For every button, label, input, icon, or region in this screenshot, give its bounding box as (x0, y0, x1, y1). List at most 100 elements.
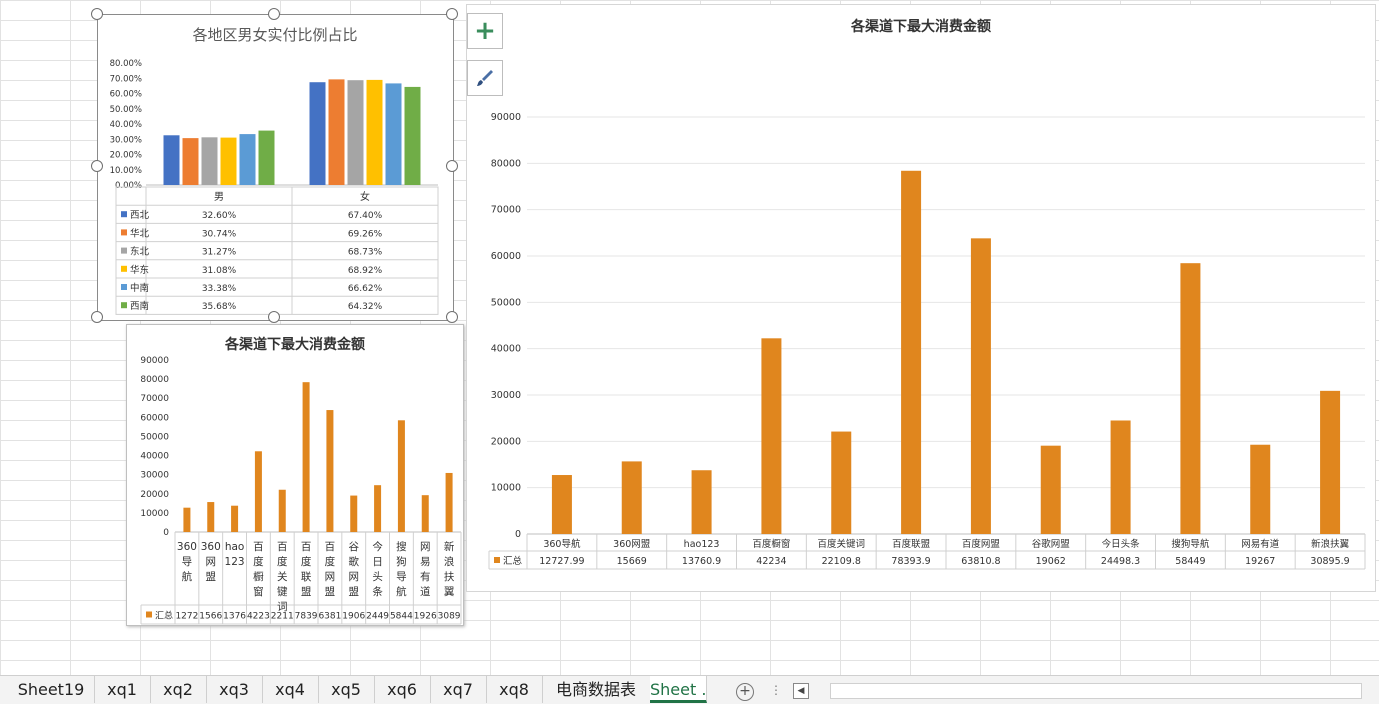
bar-360网盟 (207, 502, 215, 532)
y-tick-label: 60.00% (110, 90, 142, 100)
data-label: 2449 (366, 612, 389, 622)
sheet-tab-9[interactable]: 电商数据表 (542, 676, 651, 703)
sheet-tab-0[interactable]: Sheet19 (8, 676, 95, 703)
horizontal-scrollbar[interactable] (830, 683, 1362, 699)
sheet-tab-5[interactable]: xq5 (318, 676, 375, 703)
x-category-label: 搜狗导航 (1171, 538, 1210, 550)
legend-key (121, 211, 127, 218)
x-category-label: hao123 (684, 539, 720, 550)
y-tick-label: 80.00% (110, 59, 142, 69)
x-category-label-part: 关 (277, 570, 288, 583)
x-category-label-part: 搜 (396, 540, 407, 553)
data-label: 6381 (318, 612, 341, 622)
bar-百度橱窗 (254, 451, 262, 532)
data-label: 68.73% (348, 248, 383, 258)
y-tick-label: 10000 (491, 483, 521, 494)
y-tick-label: 0 (163, 528, 169, 538)
data-label: 67.40% (348, 211, 383, 221)
bar-网易有道 (421, 495, 429, 532)
x-category-label-part: 狗 (396, 555, 407, 568)
legend-label: 华东 (130, 264, 149, 276)
x-category-label-part: 航 (182, 570, 193, 583)
data-label: 1926 (414, 612, 437, 622)
legend-key (121, 265, 127, 272)
data-label: 30.74% (202, 229, 237, 239)
data-label: 63810.8 (961, 556, 1000, 567)
bar-hao123 (231, 505, 239, 532)
sheet-tab-2[interactable]: xq2 (150, 676, 207, 703)
bar-西南-男 (258, 130, 275, 185)
data-label: 4223 (247, 612, 270, 622)
sheet-tab-10[interactable]: Sheet ... (650, 676, 707, 703)
x-category-label-part: 有 (420, 570, 431, 583)
x-category-label-part: 盟 (325, 586, 336, 598)
x-category-label-part: 日 (372, 556, 383, 568)
y-tick-label: 30000 (491, 390, 521, 401)
bar-今日头条 (374, 485, 382, 532)
x-category-label-part: 窗 (253, 585, 264, 598)
x-category-label-part: 度 (253, 555, 264, 568)
sheet-tab-7[interactable]: xq7 (430, 676, 487, 703)
resize-handle-top-right[interactable] (446, 8, 458, 20)
gender-ratio-chart[interactable]: 各地区男女实付比例占比 0.00% 10.00% 20.00% 30.00% 40.00%… (97, 14, 454, 321)
bar-西南-女 (404, 86, 421, 185)
sheet-tab-3[interactable]: xq3 (206, 676, 263, 703)
bar-新浪扶翼 (445, 472, 453, 532)
resize-handle-bottom-right[interactable] (446, 311, 458, 323)
data-label: 30895.9 (1310, 556, 1349, 567)
bar-hao123 (691, 470, 712, 534)
chart-elements-button[interactable]: + (467, 13, 503, 49)
y-tick-label: 30000 (140, 471, 169, 481)
bar-中南-男 (239, 134, 256, 185)
bar-百度联盟 (901, 170, 922, 534)
x-category-label-part: 网 (206, 556, 217, 568)
x-category-label: 百度关键词 (817, 538, 865, 550)
bar-华北-女 (328, 79, 345, 185)
resize-handle-top-left[interactable] (91, 8, 103, 20)
x-category-label-part: 歌 (349, 555, 360, 568)
x-category-label-part: 条 (372, 585, 383, 598)
channel-max-spend-chart-large-svg: 各渠道下最大消费金额 0 10000 20000 30000 40000 50000 6000… (488, 18, 1366, 570)
y-tick-label: 90000 (491, 112, 521, 123)
resize-handle-right[interactable] (446, 160, 458, 172)
y-tick-label: 0 (515, 529, 521, 540)
bar-360导航 (551, 475, 572, 534)
bar-华东-男 (220, 137, 237, 185)
sheet-tab-1[interactable]: xq1 (94, 676, 151, 703)
x-category-label-part: 联 (301, 571, 312, 583)
add-sheet-button[interactable]: + (736, 683, 754, 701)
bar-西北-男 (163, 135, 180, 185)
legend-label: 东北 (130, 246, 150, 258)
data-label: 78393.9 (891, 556, 930, 567)
x-category-label: 网易有道 (1241, 538, 1280, 550)
more-options-icon[interactable]: ⋮ (770, 683, 782, 697)
sheet-tab-8[interactable]: xq8 (486, 676, 543, 703)
data-label: 42234 (756, 556, 786, 567)
bar-中南-女 (385, 83, 402, 185)
sheet-tab-6[interactable]: xq6 (374, 676, 431, 703)
channel-max-spend-chart-large[interactable]: 各渠道下最大消费金额 0 10000 20000 30000 40000 50000 6000… (466, 4, 1376, 592)
data-label: 12727.99 (539, 556, 584, 567)
resize-handle-bottom[interactable] (268, 311, 280, 323)
legend-label: 西北 (130, 210, 150, 221)
resize-handle-top[interactable] (268, 8, 280, 20)
y-tick-label: 70000 (140, 394, 169, 404)
bar-百度关键词 (831, 431, 852, 534)
y-tick-label: 40000 (140, 452, 169, 462)
legend-label: 汇总 (155, 610, 173, 622)
resize-handle-bottom-left[interactable] (91, 311, 103, 323)
channel-max-spend-chart-small[interactable]: 各渠道下最大消费金额 0 10000 20000 30000 40000 50000 6000… (126, 324, 464, 626)
x-category-label-part: 导 (182, 556, 193, 568)
bar-华东-女 (366, 79, 383, 185)
x-category-label-part: 度 (301, 555, 312, 568)
resize-handle-left[interactable] (91, 160, 103, 172)
y-tick-label: 20000 (491, 436, 521, 447)
scroll-left-button[interactable]: ◀ (793, 683, 809, 699)
bar-东北-女 (347, 80, 364, 185)
data-label: 5844 (390, 612, 413, 622)
sheet-tab-4[interactable]: xq4 (262, 676, 319, 703)
x-category-label-part: 易 (420, 556, 431, 568)
bar-360网盟 (621, 461, 642, 534)
chart-styles-button[interactable] (467, 60, 503, 96)
y-tick-label: 20000 (140, 490, 169, 500)
